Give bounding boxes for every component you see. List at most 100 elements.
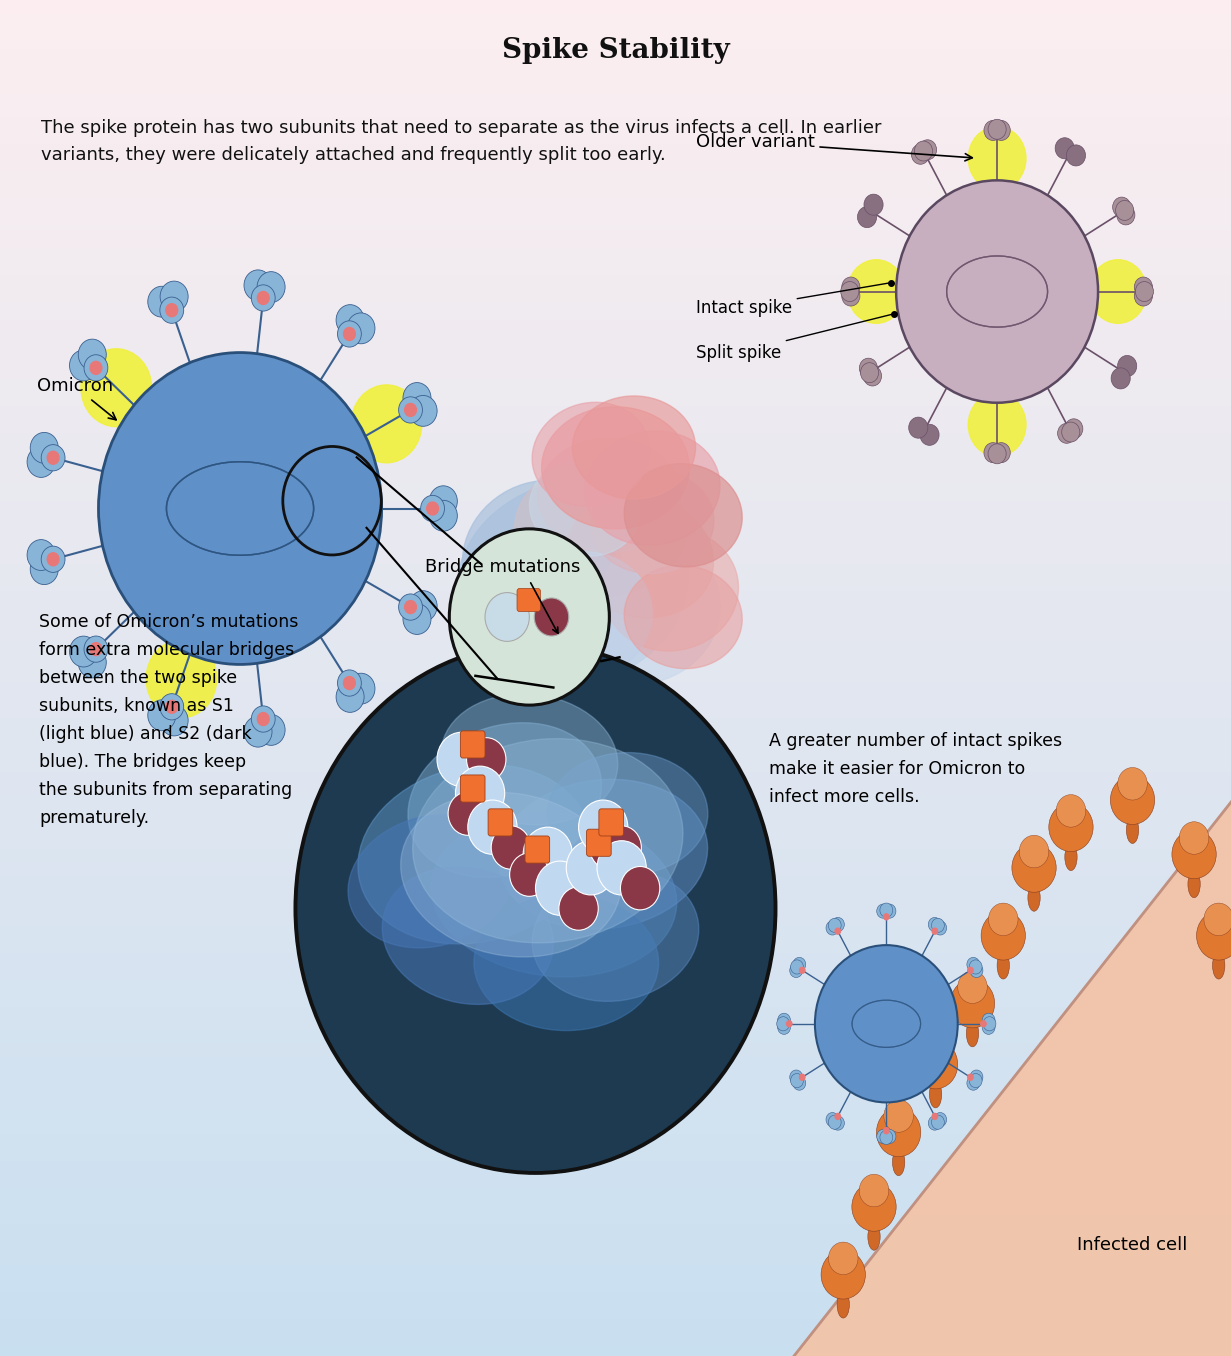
Circle shape — [787, 1021, 792, 1026]
Circle shape — [988, 443, 1006, 464]
Circle shape — [1065, 419, 1083, 439]
Circle shape — [968, 967, 974, 974]
Ellipse shape — [624, 464, 742, 567]
Bar — [0, 479, 1231, 484]
Bar — [0, 583, 1231, 587]
Bar — [0, 525, 1231, 529]
Circle shape — [491, 826, 531, 869]
Bar — [0, 837, 1231, 841]
Circle shape — [90, 362, 102, 374]
Circle shape — [427, 502, 438, 515]
Ellipse shape — [535, 522, 720, 685]
Text: Split spike: Split spike — [696, 315, 891, 362]
Bar — [0, 1298, 1231, 1302]
Circle shape — [1118, 767, 1147, 800]
Circle shape — [831, 918, 844, 932]
Circle shape — [1115, 201, 1134, 221]
Bar — [0, 980, 1231, 986]
Bar — [0, 54, 1231, 58]
Bar — [0, 687, 1231, 692]
Bar — [0, 23, 1231, 27]
Circle shape — [970, 963, 982, 978]
Bar — [0, 267, 1231, 271]
Bar — [0, 316, 1231, 321]
Bar — [0, 804, 1231, 810]
Ellipse shape — [515, 461, 687, 597]
Circle shape — [69, 636, 97, 667]
Bar — [0, 149, 1231, 153]
Bar — [0, 922, 1231, 926]
Bar — [0, 614, 1231, 620]
Ellipse shape — [1188, 871, 1200, 898]
Circle shape — [257, 712, 270, 725]
Bar — [0, 759, 1231, 763]
Bar — [0, 610, 1231, 614]
Bar — [0, 199, 1231, 203]
Bar — [0, 678, 1231, 682]
Bar — [0, 1071, 1231, 1075]
Bar — [0, 353, 1231, 357]
Circle shape — [932, 1115, 944, 1130]
Bar — [0, 99, 1231, 104]
Circle shape — [351, 385, 422, 462]
Circle shape — [455, 766, 505, 820]
Bar — [0, 1067, 1231, 1071]
Bar — [0, 986, 1231, 990]
Ellipse shape — [837, 1291, 849, 1318]
Bar — [0, 810, 1231, 814]
Bar — [0, 325, 1231, 330]
Bar — [0, 221, 1231, 226]
Circle shape — [932, 928, 938, 934]
Ellipse shape — [407, 723, 602, 877]
Bar — [0, 1125, 1231, 1130]
Ellipse shape — [548, 753, 708, 875]
FancyBboxPatch shape — [517, 589, 540, 612]
Circle shape — [982, 1020, 995, 1035]
Bar — [0, 85, 1231, 91]
Bar — [0, 262, 1231, 267]
Bar — [0, 854, 1231, 858]
Bar — [0, 407, 1231, 411]
Text: The spike protein has two subunits that need to separate as the virus infects a : The spike protein has two subunits that … — [41, 119, 881, 164]
Circle shape — [166, 304, 177, 317]
Circle shape — [1049, 803, 1093, 852]
Bar — [0, 45, 1231, 50]
Bar — [0, 1081, 1231, 1085]
Ellipse shape — [457, 480, 688, 686]
Bar — [0, 132, 1231, 136]
Bar — [0, 312, 1231, 316]
Bar — [0, 235, 1231, 240]
Bar — [0, 1333, 1231, 1338]
Bar — [0, 308, 1231, 312]
Bar — [0, 692, 1231, 696]
Ellipse shape — [532, 403, 650, 506]
Circle shape — [831, 1116, 844, 1130]
Bar — [0, 72, 1231, 77]
Bar — [0, 1021, 1231, 1026]
Bar — [0, 1098, 1231, 1102]
Ellipse shape — [538, 438, 681, 552]
Bar — [0, 936, 1231, 940]
Circle shape — [860, 362, 879, 382]
Circle shape — [405, 601, 416, 613]
Circle shape — [399, 594, 422, 620]
Circle shape — [98, 353, 382, 664]
Bar — [0, 424, 1231, 430]
Text: Intact spike: Intact spike — [696, 283, 889, 317]
Ellipse shape — [431, 814, 677, 976]
Circle shape — [148, 286, 176, 317]
Circle shape — [160, 705, 188, 736]
Circle shape — [510, 853, 549, 896]
Bar — [0, 1143, 1231, 1149]
Bar — [0, 959, 1231, 963]
Circle shape — [790, 963, 803, 978]
Circle shape — [403, 382, 431, 414]
Circle shape — [984, 1017, 996, 1031]
Bar — [0, 271, 1231, 275]
Bar — [0, 302, 1231, 308]
Ellipse shape — [929, 1081, 942, 1108]
Circle shape — [928, 1116, 942, 1130]
FancyBboxPatch shape — [460, 731, 485, 758]
Bar — [0, 814, 1231, 818]
Circle shape — [777, 1017, 789, 1031]
